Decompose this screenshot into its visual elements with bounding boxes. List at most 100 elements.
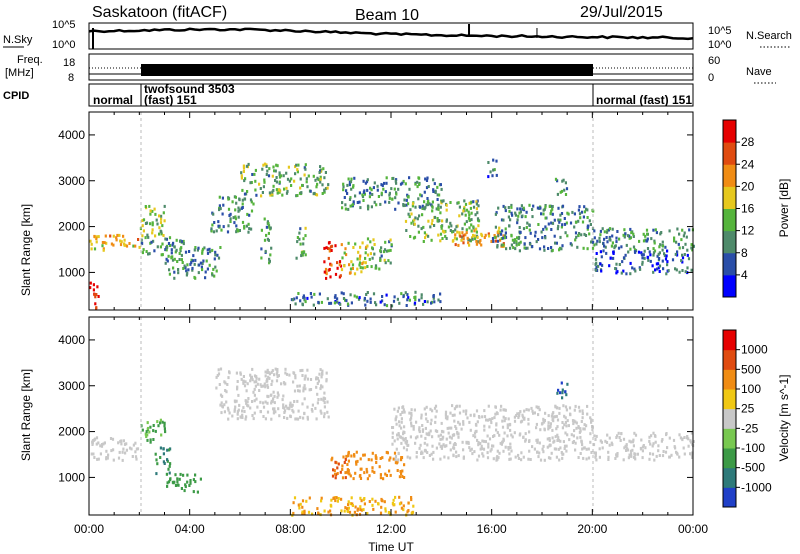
power-cell: [393, 187, 396, 191]
power-cell: [237, 215, 240, 219]
velocity-cell: [472, 434, 475, 438]
velocity-cell: [306, 417, 309, 421]
power-cell: [303, 296, 306, 300]
velocity-cell: [354, 505, 357, 509]
power-cell: [420, 296, 423, 300]
power-cell: [468, 218, 471, 222]
power-cell: [388, 200, 391, 204]
power-cell: [148, 204, 151, 208]
power-cell: [627, 250, 630, 254]
velocity-cell: [356, 459, 359, 463]
power-cell: [351, 203, 354, 207]
power-cell: [218, 195, 221, 199]
power-cell: [366, 291, 369, 294]
power-cell: [544, 225, 547, 229]
velocity-cell: [273, 394, 276, 398]
power-cell: [663, 254, 666, 258]
velocity-cell: [402, 438, 405, 442]
velocity-cell: [249, 379, 252, 383]
velocity-cell: [586, 404, 589, 408]
power-cell: [421, 204, 424, 208]
velocity-cell: [112, 448, 115, 452]
power-cell: [219, 207, 222, 211]
power-cell: [156, 222, 159, 226]
velocity-cell: [410, 424, 413, 428]
colorbar-tick-label: -100: [741, 441, 765, 455]
velocity-cell: [426, 420, 429, 423]
power-cell: [141, 251, 144, 255]
power-cell: [259, 187, 262, 190]
velocity-cell: [355, 462, 358, 466]
velocity-cell: [559, 391, 562, 395]
velocity-cell: [504, 417, 507, 421]
velocity-cell: [253, 393, 256, 397]
power-cell: [592, 240, 595, 244]
velocity-cell: [430, 418, 433, 422]
power-cell: [179, 239, 182, 243]
power-cell: [185, 273, 188, 277]
velocity-cell: [429, 407, 432, 411]
velocity-cell: [448, 426, 451, 430]
power-cell: [690, 246, 693, 250]
velocity-cell: [513, 419, 517, 423]
power-cell: [203, 246, 206, 250]
velocity-cell: [311, 403, 314, 407]
velocity-cell: [135, 457, 138, 461]
velocity-cell: [368, 500, 371, 503]
velocity-cell: [317, 511, 320, 515]
velocity-cell: [436, 429, 439, 433]
power-cell: [411, 204, 414, 208]
velocity-cell: [252, 390, 255, 394]
power-cell: [350, 301, 353, 305]
power-cell: [272, 165, 275, 169]
velocity-cell: [550, 414, 553, 418]
power-cell: [419, 193, 422, 197]
velocity-cell: [179, 472, 182, 476]
velocity-cell: [582, 456, 585, 460]
power-cell: [499, 230, 502, 234]
velocity-cell: [194, 473, 197, 477]
velocity-cell: [625, 445, 628, 449]
power-cell: [509, 246, 512, 250]
power-y-axis-label: Slant Range [km]: [19, 204, 33, 296]
velocity-cell: [264, 370, 267, 374]
velocity-cell: [426, 451, 429, 454]
velocity-cell: [581, 412, 584, 416]
velocity-cell: [442, 443, 445, 447]
power-cell: [90, 242, 93, 246]
power-cell: [242, 164, 245, 168]
velocity-cell: [585, 424, 588, 428]
power-cell: [238, 208, 241, 212]
velocity-cell: [393, 451, 397, 455]
power-cell: [664, 257, 668, 261]
velocity-cell: [657, 444, 660, 448]
power-cell: [201, 247, 205, 251]
velocity-cell: [555, 406, 559, 410]
velocity-cell: [323, 391, 326, 395]
velocity-cell: [479, 447, 482, 451]
velocity-cell: [552, 411, 555, 415]
velocity-cell: [223, 403, 226, 407]
power-cell: [170, 251, 173, 255]
velocity-cell: [536, 438, 539, 442]
power-cell: [566, 211, 569, 215]
colorbar-tick-label: 12: [741, 224, 755, 238]
power-cell: [537, 223, 540, 226]
power-cell: [522, 227, 526, 231]
power-cell: [299, 242, 302, 246]
velocity-cell: [249, 406, 252, 410]
power-cell: [610, 244, 613, 248]
power-cell: [611, 234, 614, 238]
power-cell: [423, 300, 426, 303]
power-cell: [153, 207, 156, 211]
velocity-cell: [402, 504, 405, 508]
power-cell: [295, 256, 298, 260]
power-cell: [666, 249, 669, 253]
power-cell: [577, 219, 580, 223]
power-cell: [316, 176, 319, 180]
power-cell: [666, 260, 669, 264]
nsky-right-tick-top: 10^5: [708, 25, 732, 37]
power-cell: [89, 239, 92, 243]
power-cell: [423, 206, 426, 210]
power-cell: [385, 181, 388, 185]
